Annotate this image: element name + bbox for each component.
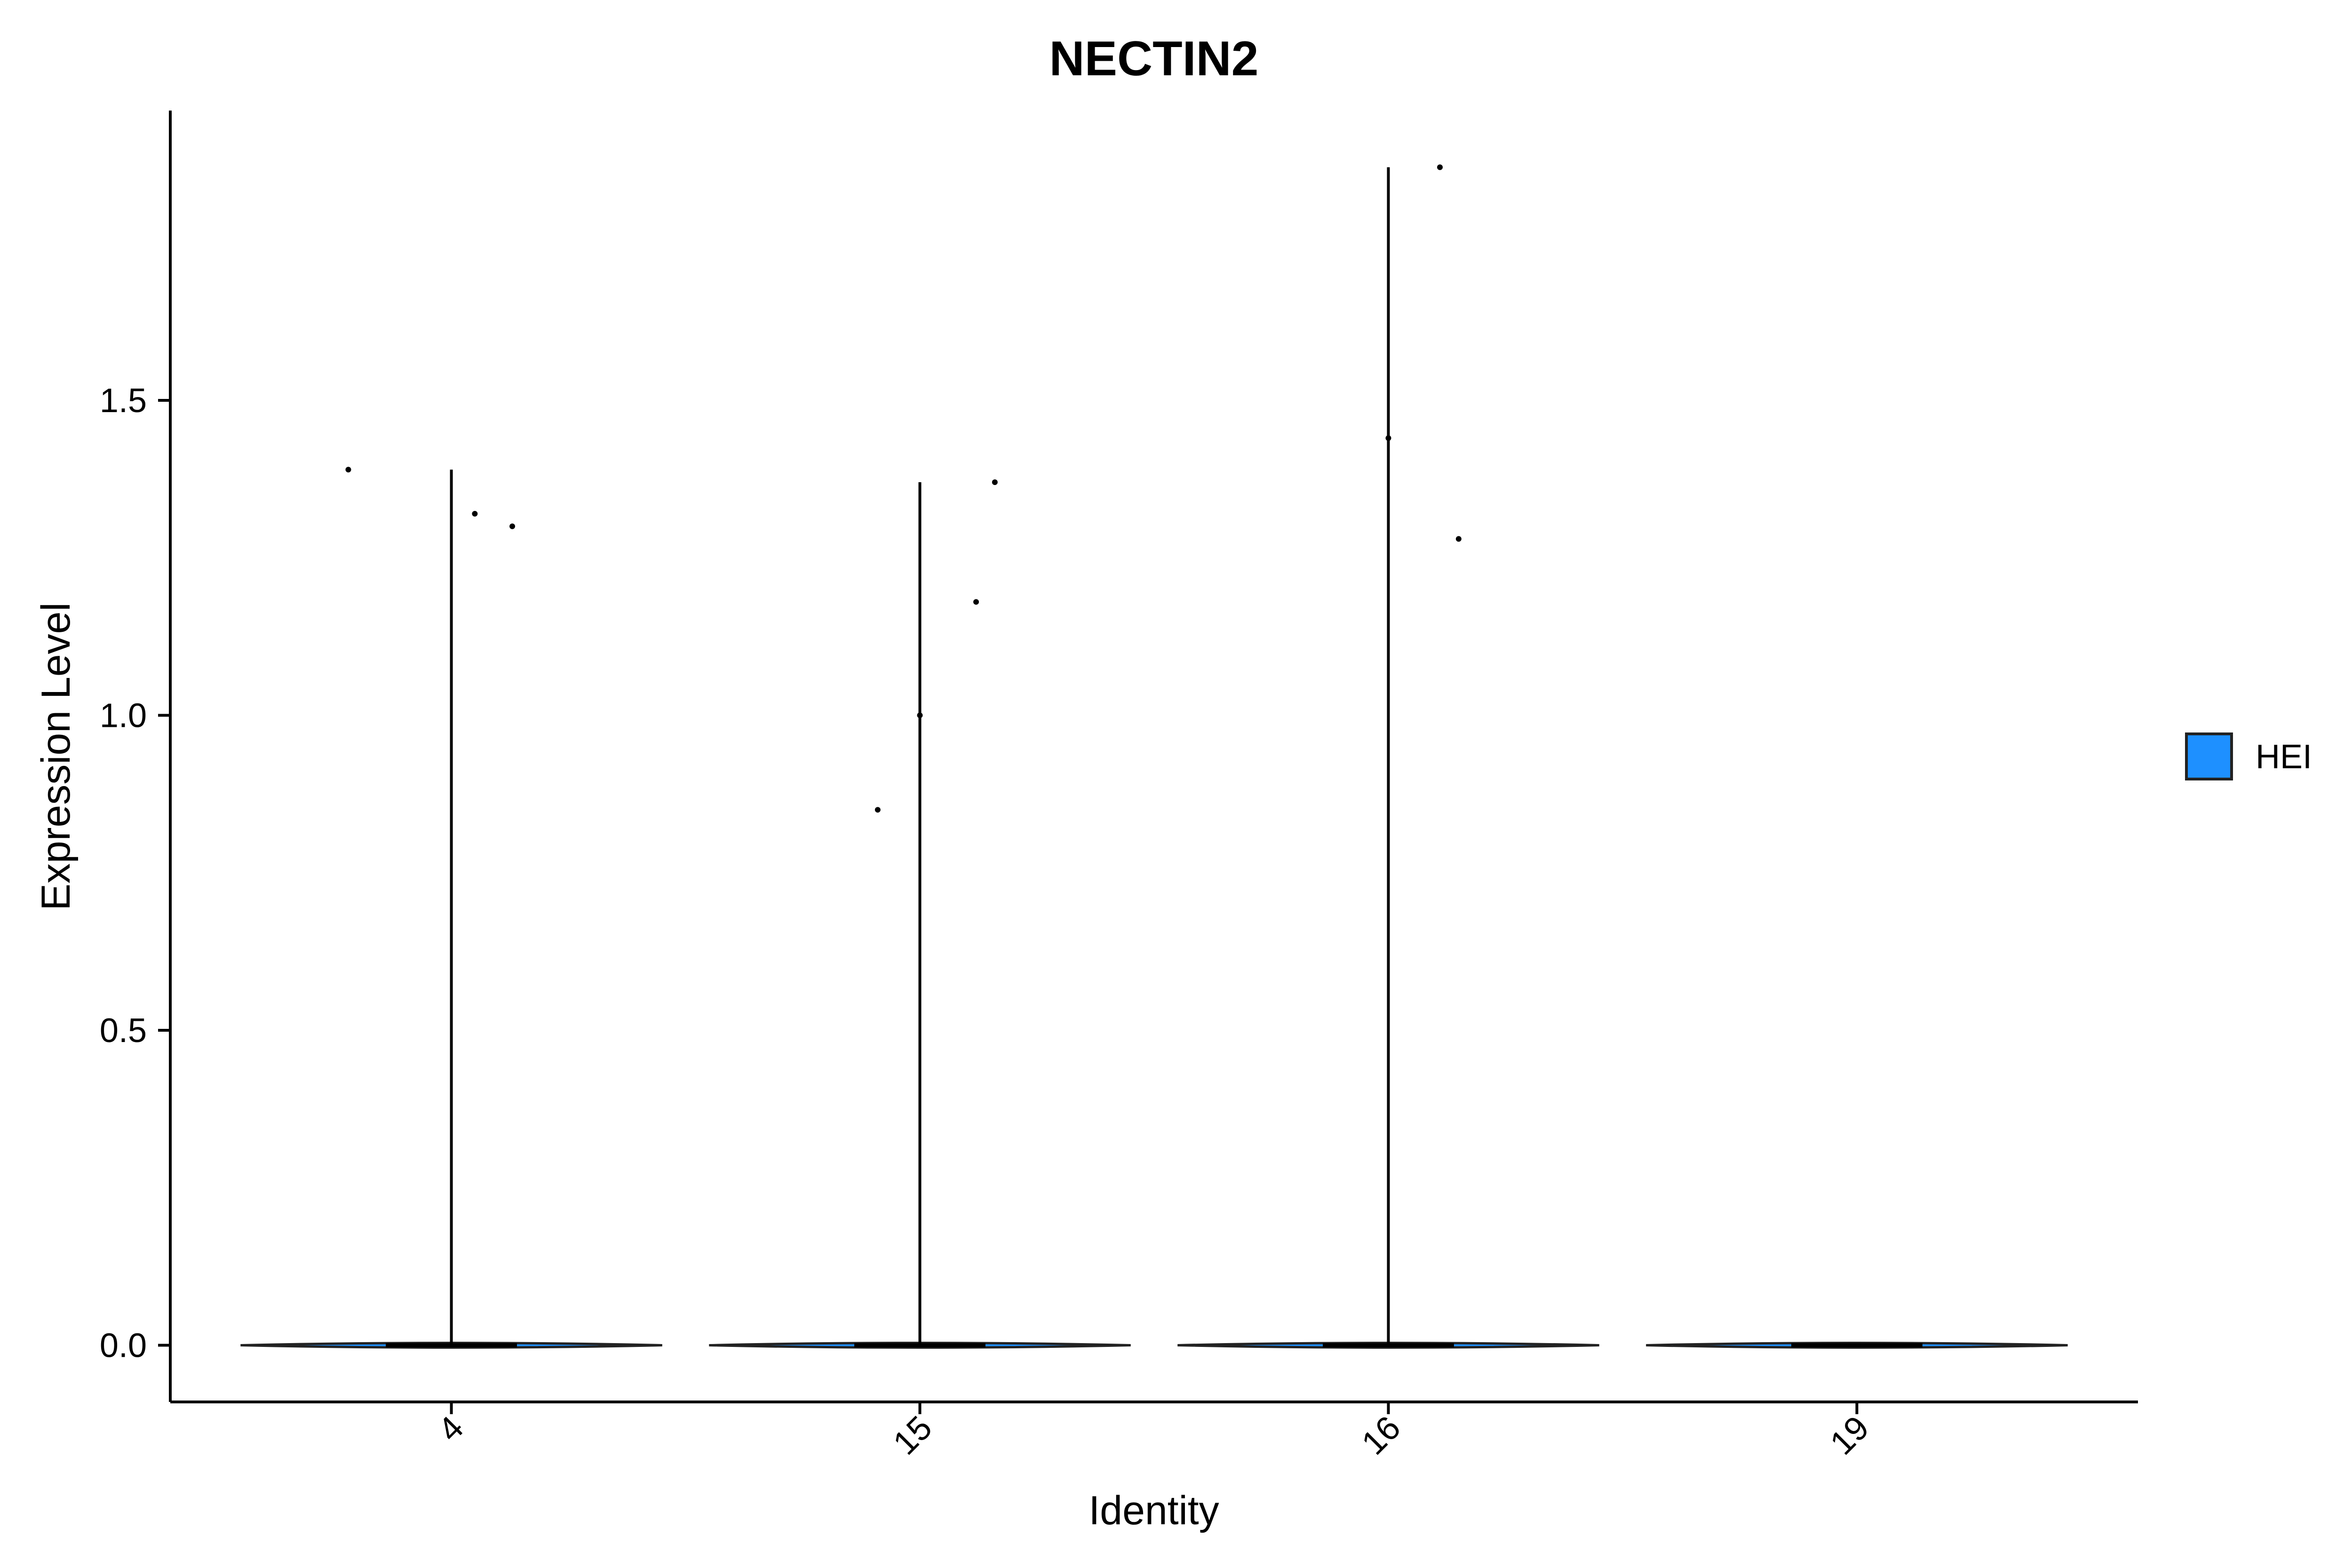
data-point (1455, 536, 1462, 542)
plot-area (240, 164, 2068, 1349)
data-point (917, 712, 923, 718)
violin-16 (1177, 167, 1599, 1349)
x-tick-label: 19 (1823, 1409, 1876, 1462)
legend-key-hei (2185, 732, 2233, 780)
data-point (509, 523, 516, 529)
x-axis-title: Identity (1089, 1488, 1219, 1533)
chart-title: NECTIN2 (1049, 32, 1259, 86)
y-tick-label: 0.5 (100, 1012, 147, 1050)
x-tick-label: 4 (431, 1409, 471, 1449)
y-axis-ticks: 0.0 0.5 1.0 1.5 (100, 382, 170, 1364)
data-point (973, 599, 979, 605)
violin-15 (709, 482, 1131, 1349)
legend: HEI (2185, 732, 2312, 780)
data-point (345, 467, 351, 473)
y-tick-label: 1.0 (100, 697, 147, 734)
data-point (1385, 435, 1391, 441)
x-axis-ticks: 4 15 16 19 (431, 1402, 1876, 1462)
x-tick-label: 16 (1355, 1409, 1408, 1462)
legend-label-hei: HEI (2256, 738, 2312, 776)
data-point (1437, 164, 1443, 170)
violin-19 (1646, 1341, 2068, 1349)
y-tick-label: 0.0 (100, 1327, 147, 1364)
x-tick-label: 15 (886, 1409, 939, 1462)
data-point (472, 510, 478, 517)
data-point (874, 807, 881, 813)
y-axis-title: Expression Level (33, 603, 79, 911)
data-point (992, 479, 998, 486)
y-tick-label: 1.5 (100, 382, 147, 420)
violin-4 (240, 470, 662, 1349)
